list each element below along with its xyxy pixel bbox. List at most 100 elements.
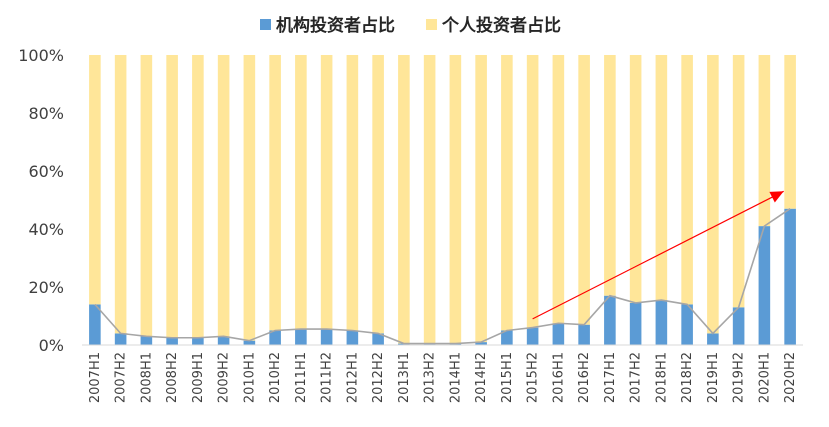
legend-label-individual: 个人投资者占比 — [441, 15, 561, 36]
bar-institutional — [217, 336, 230, 345]
bar-institutional — [552, 323, 565, 345]
annotation-layer — [532, 190, 784, 320]
bar-institutional — [192, 337, 204, 345]
y-axis: 0% 20% 40% 60% 80% 100% — [18, 46, 64, 355]
bar-individual — [243, 55, 256, 341]
legend-swatch-individual — [426, 19, 437, 30]
bar-institutional — [269, 330, 281, 345]
x-tick-label: 2020H1 — [757, 352, 772, 403]
trend-arrow-line — [532, 190, 784, 320]
x-tick-label: 2019H1 — [706, 352, 721, 403]
y-tick-label: 100% — [18, 46, 64, 65]
bar-individual — [707, 55, 719, 334]
x-tick-label: 2014H1 — [448, 352, 463, 403]
bar-individual — [526, 55, 539, 328]
bars — [89, 55, 796, 345]
x-tick-label: 2018H2 — [680, 352, 695, 403]
x-tick-label: 2016H2 — [577, 352, 592, 403]
x-tick-label: 2007H2 — [114, 352, 129, 403]
bar-individual — [758, 55, 771, 227]
bar-individual — [784, 55, 796, 209]
bar-institutional — [681, 304, 693, 345]
bar-individual — [423, 55, 436, 344]
bar-individual — [140, 55, 153, 337]
bar-individual — [372, 55, 384, 334]
bar-institutional — [501, 330, 513, 345]
bar-individual — [320, 55, 333, 330]
bar-institutional — [372, 333, 384, 345]
bar-individual — [192, 55, 204, 338]
y-tick-label: 60% — [28, 162, 64, 181]
x-tick-label: 2015H2 — [526, 352, 541, 403]
x-tick-label: 2017H2 — [629, 352, 644, 403]
bar-individual — [89, 55, 101, 305]
bar-institutional — [114, 333, 127, 345]
x-tick-label: 2012H2 — [371, 352, 386, 403]
bar-institutional — [732, 307, 745, 345]
bar-institutional — [140, 336, 153, 345]
bar-individual — [604, 55, 616, 296]
bar-individual — [732, 55, 745, 308]
bar-individual — [449, 55, 462, 344]
bar-institutional — [346, 330, 359, 345]
x-tick-label: 2008H1 — [139, 352, 154, 403]
x-tick-label: 2020H2 — [783, 352, 798, 403]
bar-individual — [166, 55, 178, 338]
x-tick-label: 2007H1 — [88, 352, 103, 403]
bar-individual — [295, 55, 307, 330]
x-tick-label: 2012H1 — [345, 352, 360, 403]
bar-institutional — [629, 302, 642, 345]
x-tick-label: 2015H1 — [500, 352, 515, 403]
legend-label-institutional: 机构投资者占比 — [276, 15, 395, 36]
x-tick-label: 2019H2 — [732, 352, 747, 403]
bar-individual — [552, 55, 565, 324]
x-tick-label: 2011H2 — [320, 352, 335, 403]
legend: 机构投资者占比 个人投资者占比 — [260, 15, 561, 36]
bar-individual — [501, 55, 513, 331]
y-tick-label: 80% — [28, 104, 64, 123]
x-tick-label: 2017H1 — [603, 352, 618, 403]
bar-individual — [475, 55, 487, 343]
x-axis: 2007H1 2007H2 2008H1 2008H2 2009H1 2009H2 2010… — [82, 344, 803, 403]
bar-institutional — [166, 337, 178, 345]
x-tick-label: 2009H1 — [191, 352, 206, 403]
y-tick-label: 20% — [28, 278, 64, 297]
bar-institutional — [604, 295, 616, 345]
bar-institutional — [320, 329, 333, 345]
x-tick-label: 2010H2 — [268, 352, 283, 403]
bar-institutional — [578, 324, 590, 345]
x-tick-label: 2011H1 — [294, 352, 309, 403]
y-tick-label: 40% — [28, 220, 64, 239]
x-tick-label: 2016H1 — [551, 352, 566, 403]
trend-line-layer — [94, 208, 791, 345]
trend-arrow-head — [769, 191, 784, 203]
x-tick-label: 2010H1 — [242, 352, 257, 403]
bar-individual — [346, 55, 359, 331]
bar-individual — [217, 55, 230, 337]
bar-individual — [578, 55, 590, 325]
legend-swatch-institutional — [260, 19, 271, 30]
bar-individual — [681, 55, 693, 305]
bar-individual — [398, 55, 410, 344]
x-tick-label: 2009H2 — [217, 352, 232, 403]
trend-line — [94, 208, 791, 345]
x-tick-label: 2014H2 — [474, 352, 489, 403]
bar-institutional — [655, 300, 668, 345]
bar-institutional — [758, 226, 771, 345]
y-tick-label: 0% — [39, 336, 64, 355]
bar-institutional — [89, 304, 101, 345]
bar-individual — [629, 55, 642, 303]
bar-institutional — [526, 327, 539, 345]
bar-individual — [269, 55, 281, 331]
bar-institutional — [707, 333, 719, 345]
bar-institutional — [475, 342, 487, 345]
bar-individual — [655, 55, 668, 301]
x-tick-label: 2018H1 — [654, 352, 669, 403]
bar-institutional — [295, 329, 307, 345]
x-tick-label: 2013H1 — [397, 352, 412, 403]
bar-institutional — [243, 340, 256, 345]
bar-institutional — [784, 208, 796, 345]
x-tick-label: 2008H2 — [165, 352, 180, 403]
